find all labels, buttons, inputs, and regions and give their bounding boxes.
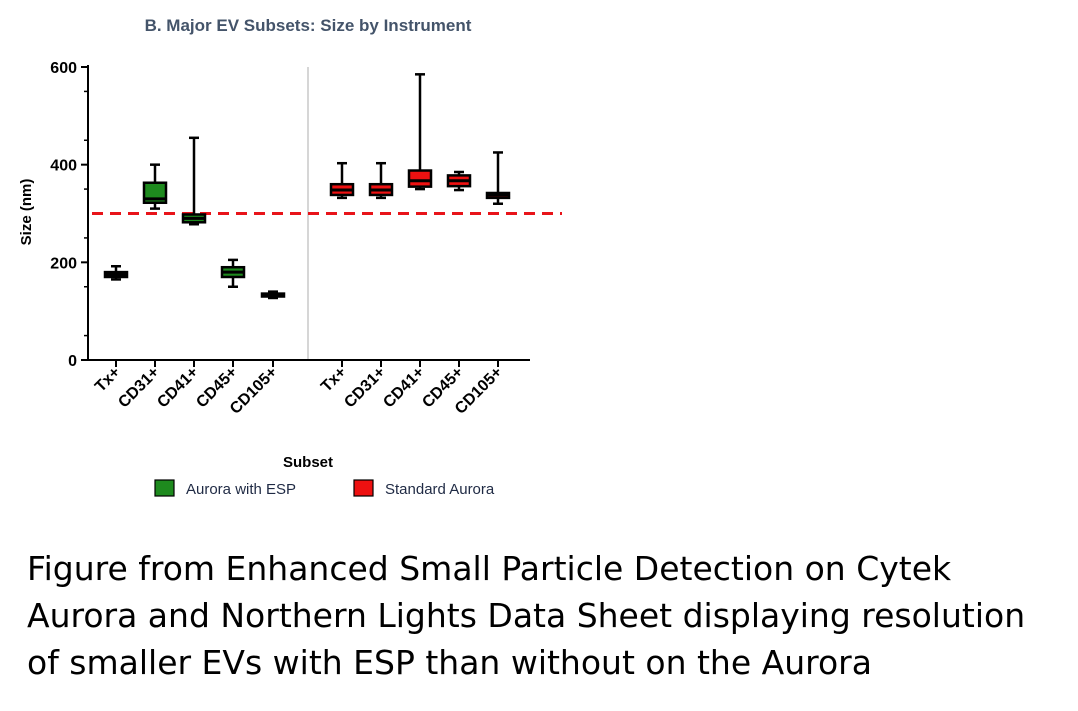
legend-label-aurora-esp: Aurora with ESP <box>186 481 296 498</box>
x-axis-label: Subset <box>283 454 333 471</box>
box-plot-chart: B. Major EV Subsets: Size by Instrument … <box>18 16 562 498</box>
legend-swatch-aurora-esp <box>154 479 175 497</box>
legend-label-standard-aurora: Standard Aurora <box>385 481 495 498</box>
x-tick-label: Tx+ <box>318 364 350 396</box>
x-tick-label: CD31+ <box>115 364 163 412</box>
x-tick-label: CD41+ <box>380 364 428 412</box>
y-tick-label: 0 <box>68 353 77 370</box>
legend: Aurora with ESP Standard Aurora <box>154 479 495 498</box>
x-tick-label: CD31+ <box>341 364 389 412</box>
chart-title: B. Major EV Subsets: Size by Instrument <box>145 16 472 35</box>
y-axis-label: Size (nm) <box>18 179 35 246</box>
caption-line: of smaller EVs with ESP than without on … <box>27 643 872 682</box>
x-tick-label: Tx+ <box>92 364 124 396</box>
legend-swatch-standard-aurora <box>353 479 374 497</box>
y-tick-label: 400 <box>50 158 77 175</box>
y-tick-label: 200 <box>50 255 77 272</box>
caption-line: Figure from Enhanced Small Particle Dete… <box>27 549 952 588</box>
y-tick-label: 600 <box>50 60 77 77</box>
caption-line: Aurora and Northern Lights Data Sheet di… <box>27 596 1026 635</box>
figure-caption: Figure from Enhanced Small Particle Dete… <box>27 545 1067 686</box>
x-tick-label: CD41+ <box>154 364 202 412</box>
box-1-2 <box>407 169 433 188</box>
